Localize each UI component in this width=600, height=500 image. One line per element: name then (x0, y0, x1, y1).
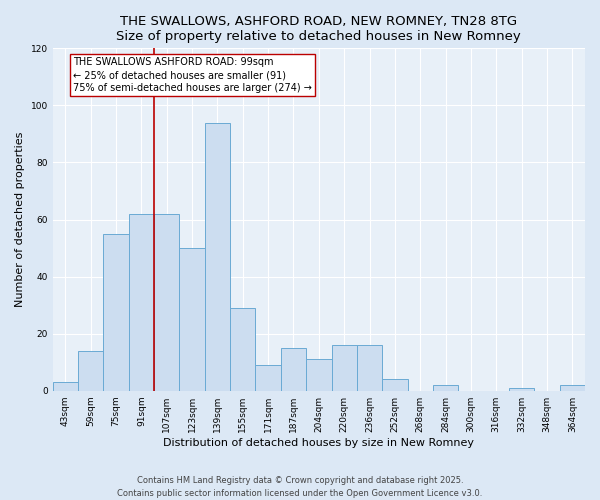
Bar (560, 385, 585, 390)
Bar (230, 308, 256, 390)
Title: THE SWALLOWS, ASHFORD ROAD, NEW ROMNEY, TN28 8TG
Size of property relative to de: THE SWALLOWS, ASHFORD ROAD, NEW ROMNEY, … (116, 15, 521, 43)
Bar (306, 360, 332, 390)
Text: Contains HM Land Registry data © Crown copyright and database right 2025.
Contai: Contains HM Land Registry data © Crown c… (118, 476, 482, 498)
Bar (332, 345, 357, 391)
Bar (256, 365, 281, 390)
Bar (281, 348, 306, 391)
Bar (103, 234, 129, 390)
Bar (179, 248, 205, 390)
Bar (433, 385, 458, 390)
Bar (78, 351, 103, 391)
Text: THE SWALLOWS ASHFORD ROAD: 99sqm
← 25% of detached houses are smaller (91)
75% o: THE SWALLOWS ASHFORD ROAD: 99sqm ← 25% o… (73, 57, 312, 94)
Bar (129, 214, 154, 390)
Bar (154, 214, 179, 390)
Bar (382, 380, 407, 390)
Y-axis label: Number of detached properties: Number of detached properties (15, 132, 25, 307)
X-axis label: Distribution of detached houses by size in New Romney: Distribution of detached houses by size … (163, 438, 475, 448)
Bar (509, 388, 535, 390)
Bar (205, 122, 230, 390)
Bar (53, 382, 78, 390)
Bar (357, 345, 382, 391)
